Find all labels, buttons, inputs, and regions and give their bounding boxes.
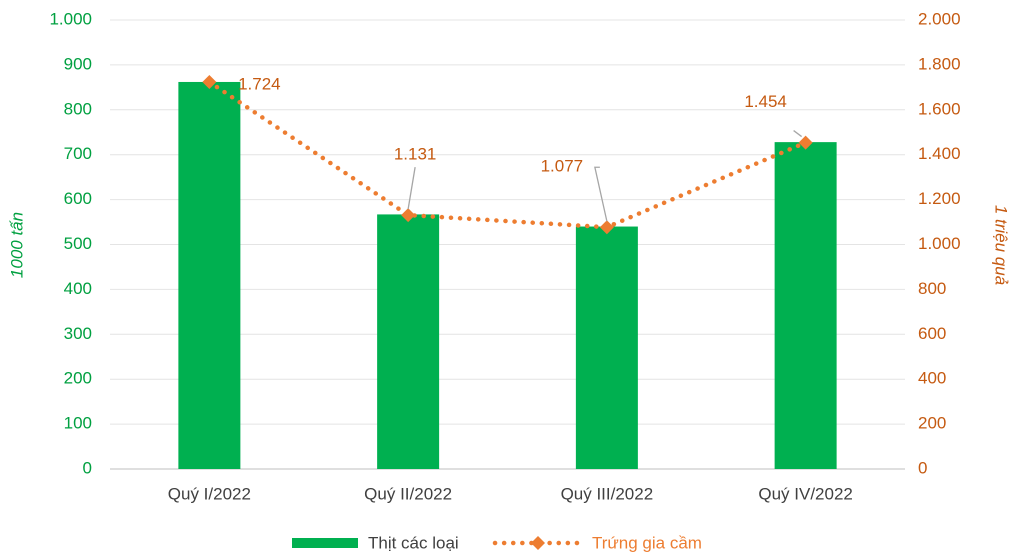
legend-swatch — [292, 538, 358, 548]
y-tick-label: 200 — [64, 369, 92, 388]
y2-tick-label: 1.600 — [918, 99, 961, 118]
y2-tick-label: 400 — [918, 369, 946, 388]
bar — [377, 214, 440, 469]
y-tick-label: 500 — [64, 234, 92, 253]
y2-tick-label: 1.800 — [918, 54, 961, 73]
bar — [178, 81, 241, 469]
leader-line — [793, 130, 803, 138]
x-tick-label: Quý II/2022 — [364, 484, 452, 503]
y2-axis-title: 1 triệu quả — [992, 205, 1011, 285]
legend-marker — [531, 536, 545, 550]
y-tick-label: 800 — [64, 99, 92, 118]
y2-tick-label: 800 — [918, 279, 946, 298]
bar — [575, 226, 638, 469]
y2-tick-label: 0 — [918, 458, 927, 477]
y2-tick-label: 200 — [918, 414, 946, 433]
data-label: 1.724 — [238, 74, 281, 93]
y2-tick-label: 2.000 — [918, 9, 961, 28]
marker — [798, 135, 813, 150]
y2-tick-label: 1.200 — [918, 189, 961, 208]
x-tick-label: Quý III/2022 — [561, 484, 654, 503]
x-tick-label: Quý I/2022 — [168, 484, 251, 503]
marker — [202, 74, 217, 89]
marker — [599, 220, 614, 235]
legend-label: Thịt các loại — [368, 533, 459, 552]
y-axis-title: 1000 tấn — [7, 212, 26, 278]
marker — [401, 208, 416, 223]
y2-tick-label: 600 — [918, 324, 946, 343]
data-label: 1.454 — [744, 92, 787, 111]
leader-line — [594, 166, 608, 222]
y-tick-label: 600 — [64, 189, 92, 208]
y2-tick-label: 1.000 — [918, 234, 961, 253]
y-tick-label: 1.000 — [49, 9, 92, 28]
data-label: 1.131 — [394, 145, 437, 164]
y-tick-label: 300 — [64, 324, 92, 343]
line — [207, 79, 808, 230]
y-tick-label: 900 — [64, 54, 92, 73]
y2-tick-label: 1.400 — [918, 144, 961, 163]
x-tick-label: Quý IV/2022 — [758, 484, 853, 503]
y-tick-label: 700 — [64, 144, 92, 163]
legend-label: Trứng gia cầm — [592, 533, 702, 552]
y-tick-label: 0 — [83, 458, 92, 477]
y-tick-label: 400 — [64, 279, 92, 298]
y-tick-label: 100 — [64, 414, 92, 433]
bar — [774, 142, 837, 470]
data-label: 1.077 — [541, 157, 584, 176]
leader-line — [407, 166, 416, 210]
